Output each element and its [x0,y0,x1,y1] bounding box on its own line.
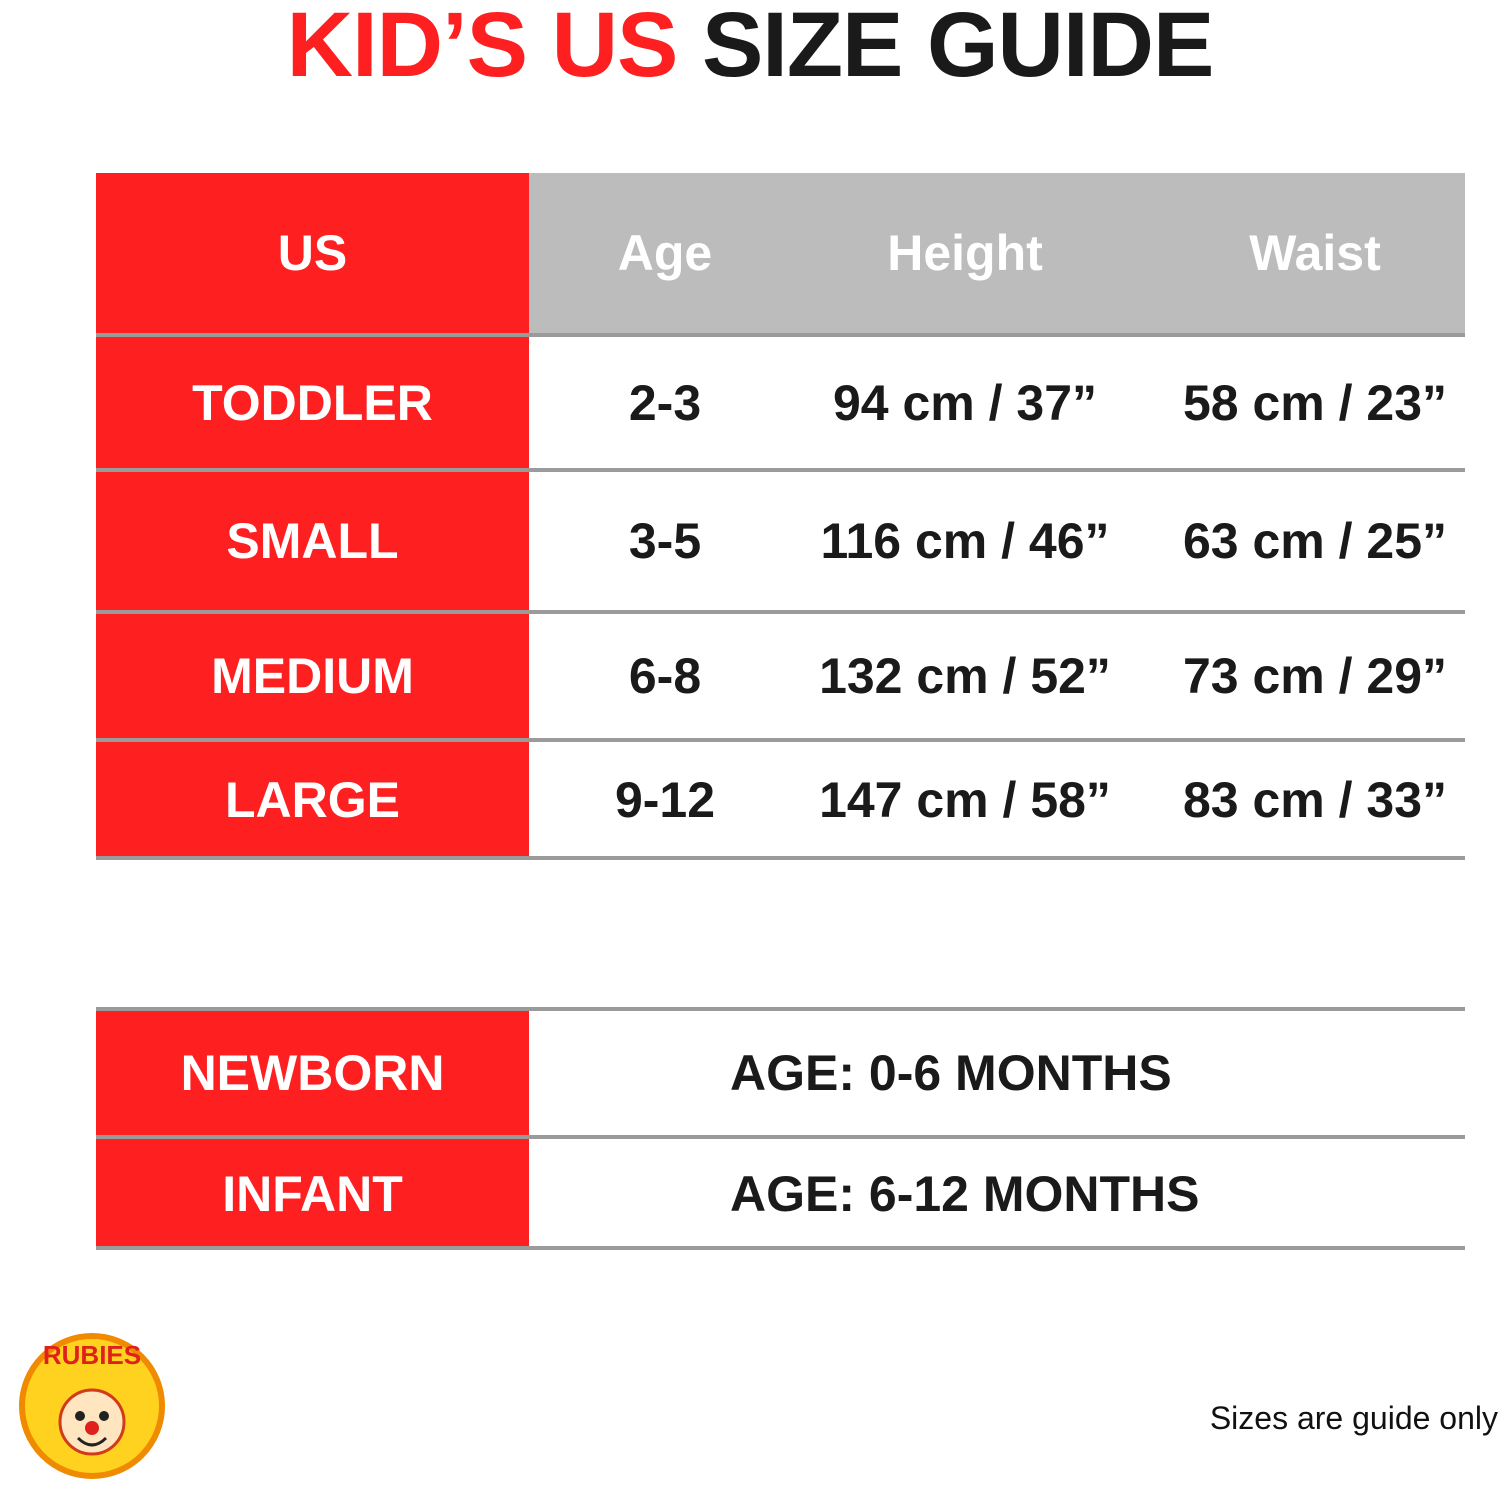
row-divider [96,468,1465,472]
column-header: US [277,225,348,281]
size-value: 2-3 [628,374,702,431]
title-red: KID’S US [286,0,679,96]
size-value: 94 cm / 37” [832,374,1098,431]
header-bg [529,173,1465,333]
size-name: TODDLER [192,374,433,431]
title: KID’S US SIZE GUIDE [0,0,1500,91]
age-cell-bg [96,1011,529,1135]
size-cell-bg [96,614,529,738]
column-header: Age [617,225,713,281]
size-cell-bg [96,472,529,610]
size-value: 116 cm / 46” [820,513,1110,569]
size-value: 132 cm / 52” [819,648,1111,704]
size-name: SMALL [226,513,399,569]
size-value: 83 cm / 33” [1182,772,1448,828]
row-divider [96,856,1465,860]
size-value: 147 cm / 58” [819,772,1111,828]
logo: RUBIES [19,1333,165,1479]
age-cell-bg [96,1139,529,1248]
size-name: MEDIUM [211,648,414,704]
age-value: AGE: 6-12 MONTHS [730,1165,1200,1222]
size-value: 6-8 [628,648,702,704]
row-divider [96,1007,1465,1011]
size-name: LARGE [225,772,400,828]
column-header: Waist [1249,225,1381,281]
row-divider [96,1246,1465,1250]
age-name: NEWBORN [180,1045,445,1101]
size-value: 63 cm / 25” [1182,513,1448,569]
age-value: AGE: 0-6 MONTHS [730,1045,1172,1101]
header-bg-red [96,173,529,333]
age-name: INFANT [222,1165,403,1222]
size-value: 58 cm / 23” [1182,374,1448,431]
size-value: 9-12 [614,772,716,828]
size-value: 73 cm / 29” [1182,648,1448,704]
size-cell-bg [96,742,529,858]
row-divider [96,610,1465,614]
title-black: SIZE GUIDE [701,0,1214,96]
size-value: 3-5 [628,513,702,569]
row-divider [96,738,1465,742]
footer-note: Sizes are guide only [1209,1400,1498,1436]
logo-text: RUBIES [43,1340,141,1370]
row-divider [96,1135,1465,1139]
column-header: Height [887,225,1043,281]
row-divider [96,333,1465,337]
size-cell-bg [96,337,529,468]
